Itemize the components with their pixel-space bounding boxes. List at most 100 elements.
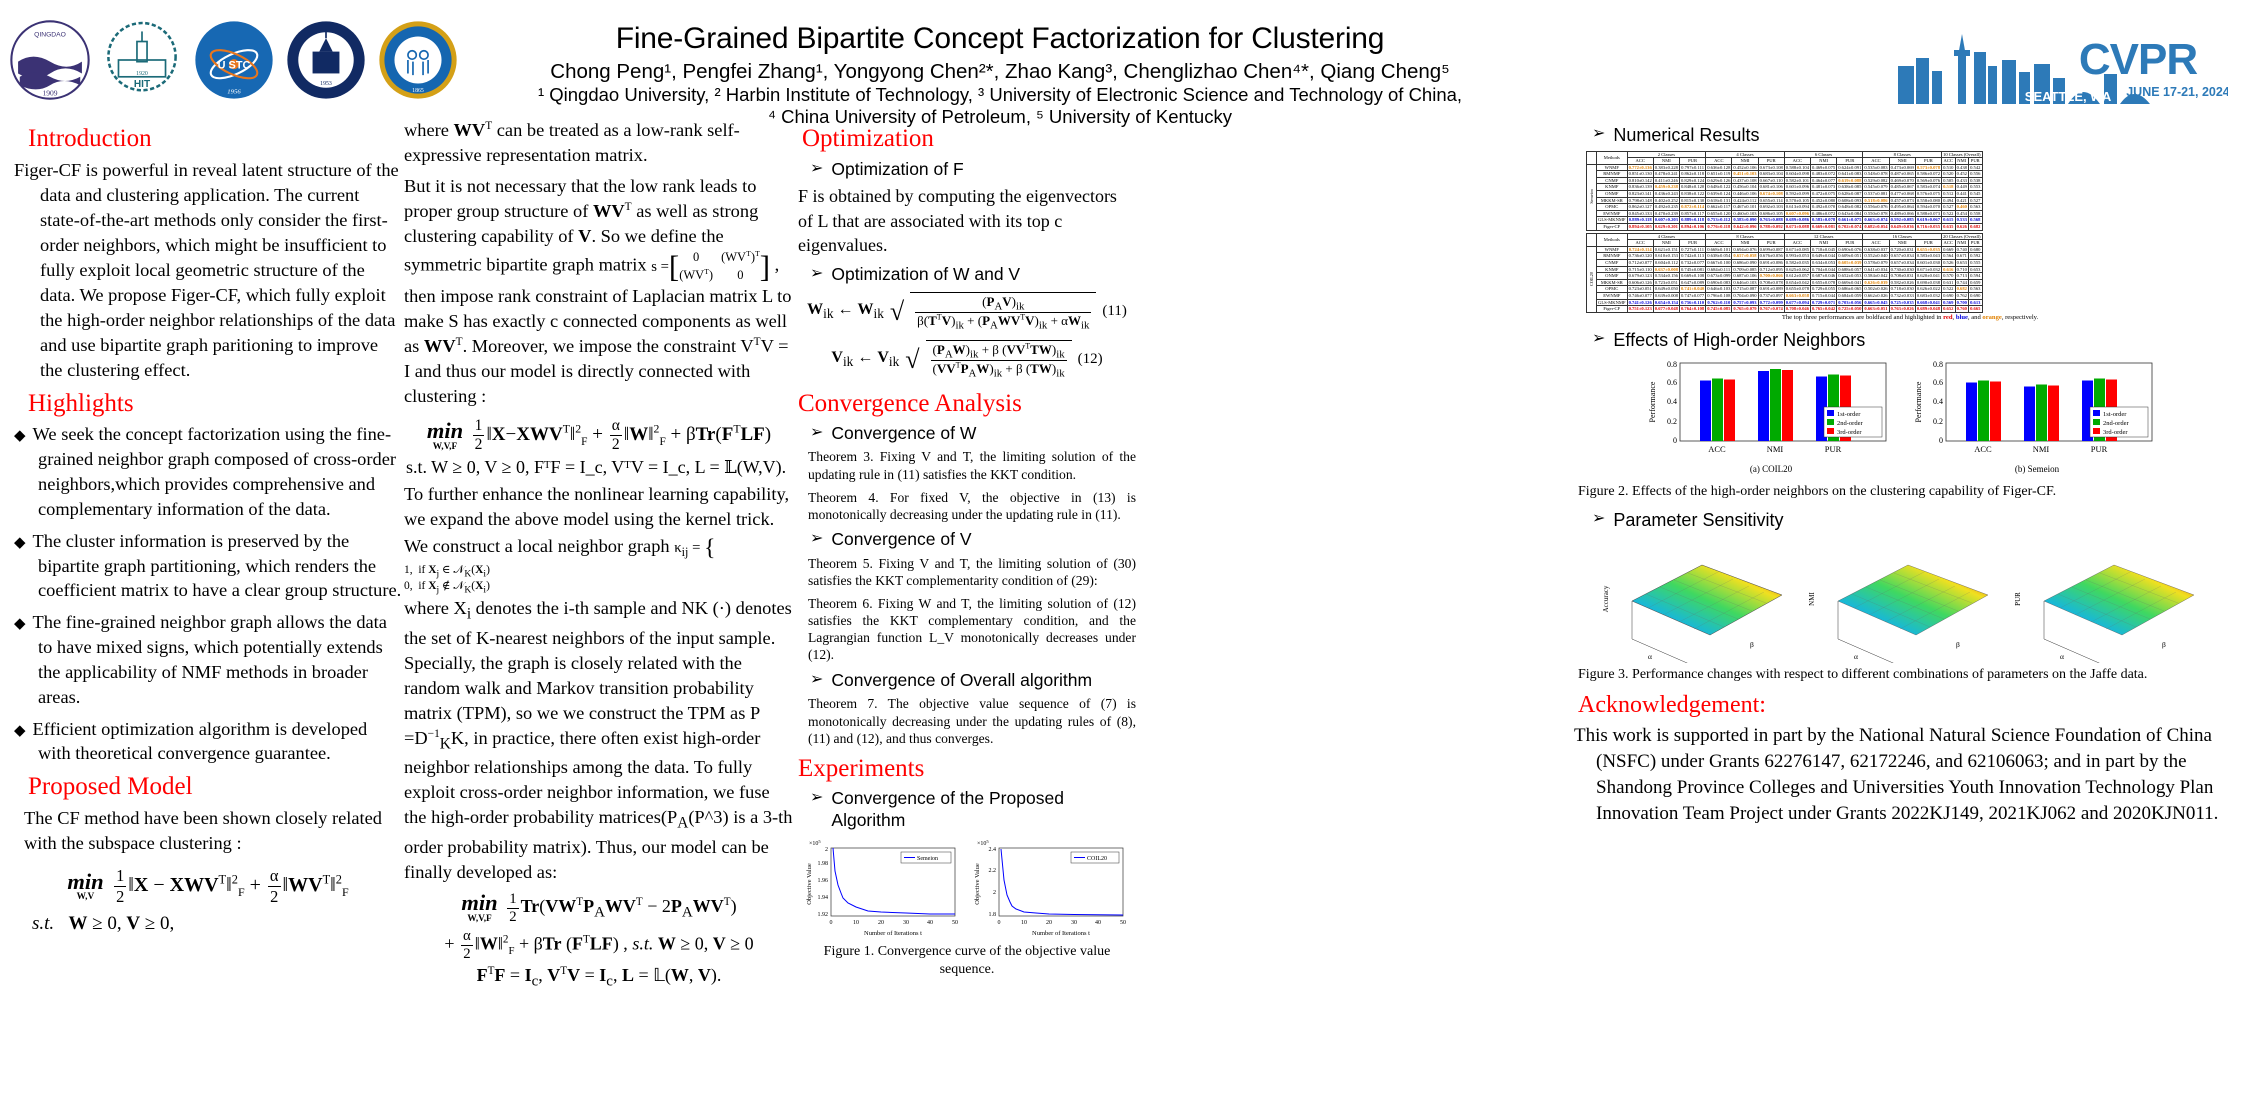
metric-header: ACC <box>1626 157 1654 165</box>
table-cell: 0.449 <box>1954 183 1969 192</box>
subheading-label: Convergence of the Proposed Algorithm <box>831 788 1064 831</box>
theorem-6: Theorem 6. Fixing W and T, the limiting … <box>808 596 1136 663</box>
equation-1-constraint: s.t. W ≥ 0, V ≥ 0, <box>32 912 175 934</box>
metric-header: NMI <box>1954 239 1969 247</box>
table-cell: 0.564 <box>1941 252 1956 260</box>
method-name: OPMC <box>1596 203 1628 211</box>
method-name: WNMF <box>1596 245 1628 254</box>
chevron-right-icon: ➢ <box>810 159 824 177</box>
table-cell: 0.655±0.035 <box>1914 245 1943 254</box>
numerical-results-table-wrap: Methods 2 Classes 4 Classes 6 Classes 8 Clas… <box>1586 150 2234 321</box>
table-cell: 0.424±0.112 <box>1731 196 1759 205</box>
table-cell: 0.576±0.075 <box>1914 190 1943 198</box>
method-name: CNMF <box>1596 259 1628 267</box>
table-cell: 0.638±0.054 <box>1705 252 1733 260</box>
table-cell: 0.558±0.080 <box>1914 196 1943 205</box>
table-cell: 0.762±0.110 <box>1705 298 1733 307</box>
table-cell: 0.451±0.103 <box>1731 170 1759 178</box>
table-cell: 0.643±0.084 <box>1836 209 1864 218</box>
table-cell: 0.495±0.064 <box>1888 203 1916 211</box>
metric-header: PUR <box>1757 157 1785 165</box>
figure2-semeion-legend: 1st-order 2nd-order 3rd-order <box>2089 407 2149 438</box>
table-cell: 0.694±0.076 <box>1731 245 1759 254</box>
table-cell: 0.674±0.108 <box>1757 190 1785 198</box>
table-row: Semeion WNMF 0.772±0.136 0.383±0.228 0.797±0… <box>1586 163 1983 231</box>
svg-text:0.6: 0.6 <box>1933 378 1943 387</box>
table-cell: 0.635 <box>1941 223 1956 231</box>
subheading-label: Convergence of Overall algorithm <box>831 669 1093 690</box>
table-cell: 0.669±0.081 <box>1809 223 1838 231</box>
col2-paragraph-1: where WVT can be treated as a low-rank s… <box>404 119 740 166</box>
proposed-model-heading: Proposed Model <box>28 773 193 801</box>
group-header: 10 Classes (Overall) <box>1941 150 1983 159</box>
table-cell: 0.815±0.130 <box>1678 196 1707 205</box>
diamond-bullet-icon: ◆ <box>14 534 26 551</box>
table-cell: 0.772±0.099 <box>1757 298 1785 307</box>
table-cell: 0.756±0.110 <box>1678 298 1707 307</box>
table-cell: 0.713 <box>1954 272 1969 280</box>
svg-text:ACC: ACC <box>1708 444 1726 454</box>
table-cell: 0.457±0.073 <box>1888 196 1916 205</box>
table-cell: 0.709±0.085 <box>1731 265 1759 274</box>
metric-header: ACC <box>1941 239 1956 247</box>
method-name: ONMF <box>1596 190 1628 198</box>
metric-header: ACC <box>1705 239 1733 247</box>
metric-header: NMI <box>1652 239 1680 247</box>
table-cell: 0.520 <box>1941 170 1956 178</box>
table-cell: 0.725±0.035 <box>1888 298 1916 307</box>
table-cell: 0.669±0.108 <box>1678 272 1707 280</box>
svg-text:40: 40 <box>1095 920 1101 926</box>
table-cell: 0.661±0.075 <box>1836 216 1864 225</box>
table-row: OPMC 0.862±0.127 0.492±0.235 0.872±0.114 0.6… <box>1587 203 1983 211</box>
table-cell: 0.665±0.045 <box>1862 298 1890 307</box>
table-cell: 0.788±0.092 <box>1757 223 1785 231</box>
table-cell: 0.621±0.151 <box>1652 245 1680 254</box>
svg-text:α: α <box>2060 652 2064 661</box>
table-cell: 0.618±0.131 <box>1705 196 1733 205</box>
table-cell: 0.708±0.031 <box>1888 272 1916 280</box>
table-cell: 0.723±0.051 <box>1626 285 1654 293</box>
table-cell: 0.552±0.040 <box>1862 252 1890 260</box>
table-cell: 0.741±0.126 <box>1626 298 1654 307</box>
acknowledgement-heading: Acknowledgement: <box>1578 691 1766 718</box>
table-cell: 0.684±0.059 <box>1836 291 1864 300</box>
figure-2-caption: Figure 2. Effects of the high-order neig… <box>1578 484 2057 500</box>
table-cell: 0.810±0.142 <box>1626 176 1654 185</box>
table-cell: 0.537±0.081 <box>1862 190 1890 198</box>
table-cell: 0.736±0.120 <box>1626 252 1654 260</box>
metric-header: PUR <box>1914 157 1943 165</box>
svg-text:10: 10 <box>853 920 859 926</box>
table-cell: 0.582±0.035 <box>1783 259 1812 267</box>
chevron-right-icon: ➢ <box>1592 329 1606 347</box>
col2-paragraph-3: To further enhance the nonlinear learnin… <box>404 484 790 595</box>
table-cell: 0.452 <box>1954 170 1969 178</box>
table-cell: 0.657±0.034 <box>1888 252 1916 260</box>
table-cell: 0.527 <box>1968 196 1983 205</box>
table-cell: 0.505 <box>1941 176 1956 185</box>
equation-1-body: 1 2 ‖X − XWVT‖2F + α 2 ‖WVT‖2F <box>114 865 349 906</box>
table-cell: 0.763±0.088 <box>1757 216 1785 225</box>
equation-12: Vik ← Vik √ (PAW)ik + β (VVTTW)ik (VVTPA… <box>831 339 1103 381</box>
table-cell: 0.473±0.069 <box>1888 163 1916 172</box>
table-cell: 0.510 <box>1941 163 1956 172</box>
table-cell: 0.765±0.042 <box>1809 305 1838 313</box>
table-cell: 0.751±0.123 <box>1626 305 1654 313</box>
university-logos: 1909 QINGDAO HIT 1920 <box>8 18 460 102</box>
theorem-4: Theorem 4. For fixed V, the objective in… <box>808 489 1136 522</box>
table-cell: 0.512 <box>1941 190 1956 198</box>
svg-text:0.6: 0.6 <box>1667 378 1677 387</box>
table-cell: 0.732±0.077 <box>1678 259 1707 267</box>
svg-text:1.94: 1.94 <box>818 895 829 901</box>
group-header: 12 Classes <box>1783 232 1864 241</box>
metric-header: PUR <box>1678 157 1707 165</box>
table-cell: 0.689±0.048 <box>1914 305 1943 313</box>
equation-3-line3: FTF = Ic, VTV = Ic, L = 𝕃(W, V). <box>476 964 722 990</box>
table-cell: 0.760 <box>1954 305 1969 313</box>
table-cell: 0.829±0.124 <box>1678 176 1707 185</box>
experiments-heading: Experiments <box>798 754 925 782</box>
method-name: CNMF <box>1596 176 1628 185</box>
svg-text:(a) COIL20: (a) COIL20 <box>1750 464 1793 474</box>
table-cell: 0.691±0.089 <box>1757 285 1785 293</box>
table-cell: 0.725±0.050 <box>1836 305 1864 313</box>
table-cell: 0.655±0.078 <box>1783 285 1812 293</box>
